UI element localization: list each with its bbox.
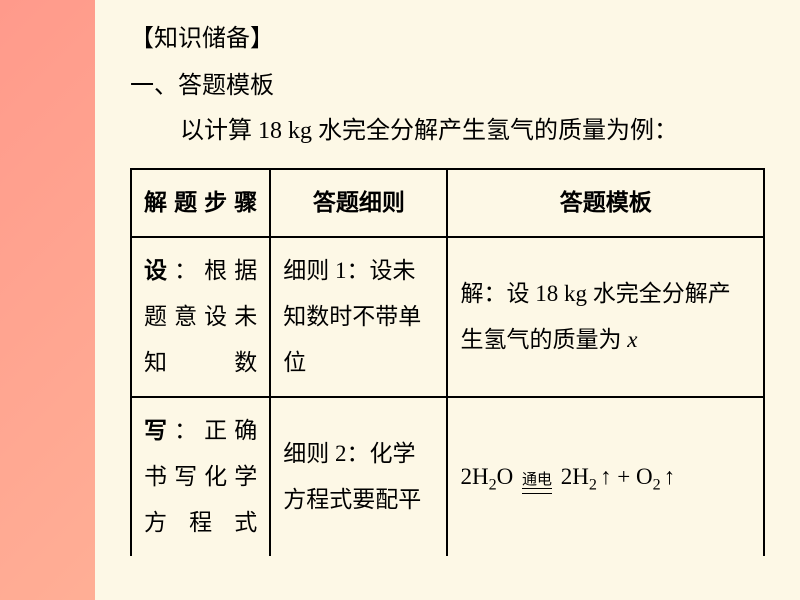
document-page: 【知识储备】 一、答题模板 以计算 18 kg 水完全分解产生氢气的质量为例： … [95, 0, 800, 600]
col-header-step: 解题步骤 [131, 169, 270, 237]
eq-left: 2H2O [460, 464, 513, 489]
step-lead: 写 [144, 418, 174, 443]
cell-detail-1: 细则 1：设未知数时不带单位 [270, 237, 447, 397]
cell-detail-2: 细则 2：化学方程式要配平 [270, 397, 447, 556]
cell-step-2: 写：正确书写化学方程式 [131, 397, 270, 556]
intro-text: 以计算 18 kg 水完全分解产生氢气的质量为例： [180, 112, 765, 150]
step-lead: 设 [144, 258, 174, 283]
cell-step-1: 设：根据题意设未知数 [131, 237, 270, 397]
col-header-detail: 答题细则 [270, 169, 447, 237]
chemical-equation: 2H2O 通电 2H2↑ + O2↑ [460, 464, 675, 489]
cell-template-2: 2H2O 通电 2H2↑ + O2↑ [447, 397, 764, 556]
template-variable: x [627, 327, 637, 352]
eq-right: 2H2↑ + O2↑ [561, 464, 675, 489]
section-header: 【知识储备】 [130, 18, 765, 53]
table-header-row: 解题步骤 答题细则 答题模板 [131, 169, 764, 237]
cell-template-1: 解：设 18 kg 水完全分解产生氢气的质量为 x [447, 237, 764, 397]
eq-condition: 通电 [522, 473, 552, 494]
table-row: 写：正确书写化学方程式 细则 2：化学方程式要配平 2H2O 通电 2H2↑ +… [131, 397, 764, 556]
answer-template-table: 解题步骤 答题细则 答题模板 设：根据题意设未知数 细则 1：设未知数时不带单位… [130, 168, 765, 556]
table-row: 设：根据题意设未知数 细则 1：设未知数时不带单位 解：设 18 kg 水完全分… [131, 237, 764, 397]
col-header-template: 答题模板 [447, 169, 764, 237]
subsection-title: 一、答题模板 [130, 65, 765, 100]
template-prefix: 解：设 18 kg 水完全分解产生氢气的质量为 [460, 281, 730, 352]
